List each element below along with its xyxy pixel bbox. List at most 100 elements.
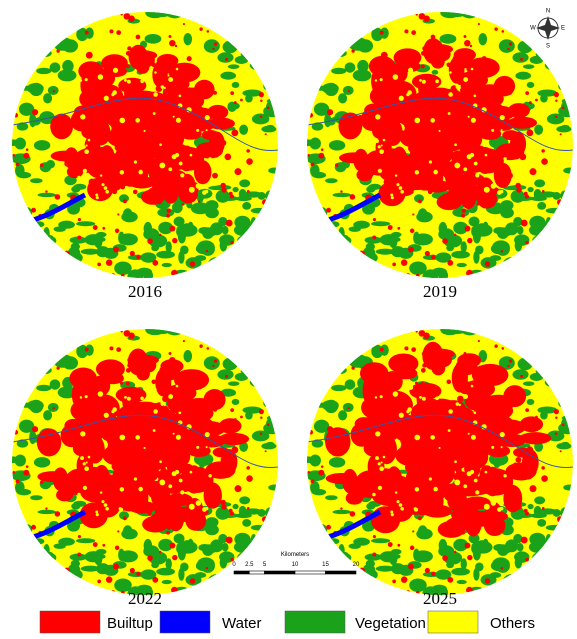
vegetation-patch [334, 251, 352, 264]
builtup-patch [465, 509, 482, 536]
builtup-patch [420, 402, 436, 422]
vegetation-patch [370, 584, 390, 589]
others-speck [372, 493, 376, 497]
vegetation-patch [7, 571, 17, 577]
others-speck [471, 68, 474, 71]
others-speck [95, 510, 98, 513]
builtup-speck [102, 227, 105, 230]
others-speck [400, 190, 404, 194]
vegetation-patch [265, 397, 282, 405]
others-speck [206, 129, 208, 131]
others-speck [205, 432, 210, 437]
builtup-speck [249, 43, 254, 48]
builtup-patch [434, 47, 451, 62]
builtup-speck [20, 28, 23, 31]
builtup-patch [86, 109, 111, 126]
vegetation-patch [34, 140, 50, 150]
vegetation-patch [95, 274, 109, 279]
builtup-speck [172, 555, 177, 560]
builtup-speck [97, 263, 101, 267]
vegetation-patch [22, 231, 37, 241]
vegetation-patch [250, 377, 263, 387]
builtup-speck [321, 148, 324, 151]
builtup-speck [398, 118, 403, 123]
builtup-speck [461, 531, 465, 535]
others-speck [435, 397, 439, 401]
others-speck [454, 162, 460, 168]
builtup-speck [425, 251, 430, 256]
builtup-speck [247, 507, 250, 510]
builtup-speck [126, 64, 130, 68]
others-speck [206, 446, 208, 448]
others-speck [474, 479, 478, 483]
builtup-speck [140, 120, 146, 126]
others-speck [196, 183, 201, 188]
vegetation-patch [55, 264, 69, 275]
others-speck [196, 446, 199, 449]
builtup-speck [326, 525, 331, 530]
vegetation-patch [324, 83, 338, 96]
builtup-speck [120, 502, 125, 507]
vegetation-patch [162, 263, 172, 267]
builtup-speck [343, 20, 348, 25]
builtup-speck [133, 190, 138, 195]
builtup-speck [224, 470, 231, 477]
builtup-speck [327, 426, 333, 432]
others-speck [501, 129, 503, 131]
vegetation-patch [208, 574, 226, 587]
builtup-speck [538, 254, 545, 261]
builtup-speck [422, 173, 427, 178]
vegetation-patch [531, 358, 550, 362]
others-speck [176, 118, 181, 123]
builtup-speck [112, 105, 118, 111]
vegetation-patch [43, 544, 49, 557]
builtup-patch [96, 359, 125, 378]
builtup-speck [234, 485, 241, 492]
vegetation-patch [145, 34, 162, 44]
others-speck [491, 183, 496, 188]
vegetation-patch [560, 549, 576, 559]
builtup-speck [384, 585, 386, 587]
builtup-speck [501, 567, 503, 569]
vegetation-patch [38, 510, 57, 514]
builtup-speck [161, 151, 167, 157]
others-speck [80, 114, 85, 119]
builtup-speck [230, 511, 234, 515]
others-speck [393, 74, 398, 79]
others-speck [124, 79, 127, 82]
vegetation-patch [535, 552, 547, 560]
builtup-speck [216, 576, 221, 581]
vegetation-patch [331, 579, 350, 584]
legend-label: Vegetation [355, 615, 426, 632]
builtup-speck [509, 42, 512, 45]
builtup-speck [97, 580, 101, 584]
others-speck [98, 391, 103, 396]
vegetation-patch [556, 443, 571, 450]
builtup-speck [64, 478, 69, 483]
builtup-speck [260, 116, 262, 118]
builtup-speck [224, 153, 231, 160]
vegetation-patch [86, 591, 93, 596]
builtup-speck [525, 241, 528, 244]
builtup-speck [206, 567, 208, 569]
builtup-speck [107, 130, 110, 133]
builtup-patch [460, 184, 476, 209]
builtup-speck [516, 187, 521, 192]
builtup-speck [93, 590, 97, 594]
builtup-speck [340, 268, 342, 270]
builtup-speck [416, 591, 420, 595]
builtup-speck [260, 433, 262, 435]
others-speck [383, 139, 386, 142]
vegetation-patch [185, 271, 194, 275]
builtup-speck [529, 101, 532, 104]
builtup-speck [152, 62, 157, 67]
vegetation-patch [306, 209, 320, 220]
builtup-speck [495, 122, 499, 126]
builtup-speck [117, 530, 119, 532]
others-speck [153, 429, 156, 432]
builtup-speck [309, 430, 313, 434]
builtup-speck [519, 470, 526, 477]
vegetation-patch [217, 52, 233, 62]
builtup-speck [158, 200, 162, 204]
builtup-speck [401, 576, 407, 582]
